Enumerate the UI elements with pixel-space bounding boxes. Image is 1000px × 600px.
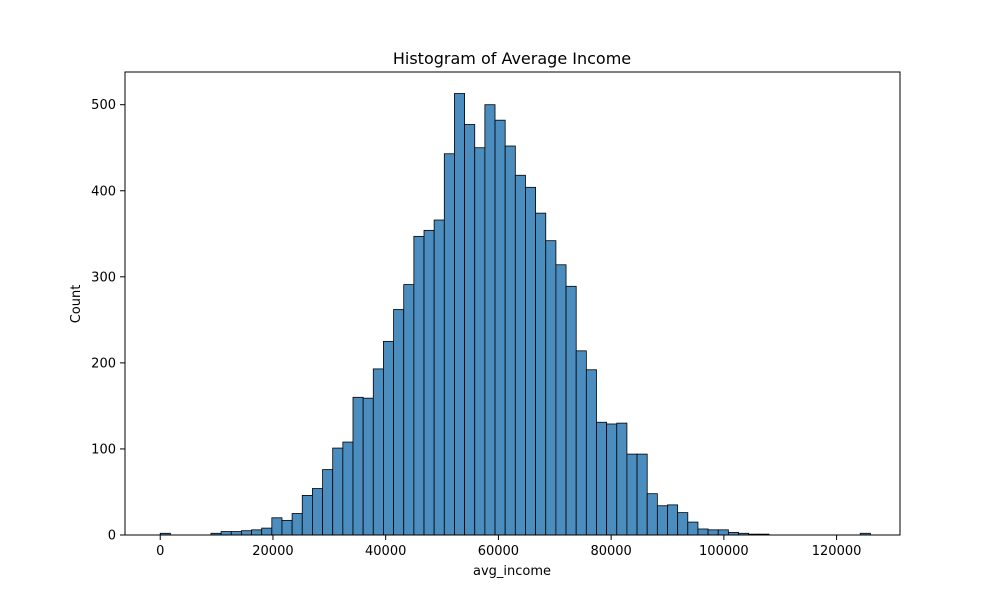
x-tick-label: 40000: [365, 544, 406, 559]
histogram-bar: [626, 453, 638, 536]
histogram-bar: [464, 124, 476, 536]
histogram-bar: [433, 219, 445, 536]
histogram-bar: [301, 495, 313, 536]
histogram-bar: [220, 531, 232, 536]
histogram-bar: [484, 104, 496, 536]
histogram-bar: [646, 493, 658, 536]
histogram-bar: [677, 512, 689, 536]
y-axis: 0 100 200 300 400 500: [91, 98, 125, 544]
histogram-bar: [545, 240, 557, 536]
x-tick-label: 0: [156, 544, 164, 559]
histogram-bar: [717, 529, 729, 536]
histogram-bar: [372, 368, 384, 536]
y-tick-label: 300: [91, 270, 116, 285]
histogram-bar: [251, 529, 263, 536]
y-tick-label: 200: [91, 356, 116, 371]
histogram-bar: [585, 369, 597, 536]
histogram-bar: [261, 527, 273, 536]
y-axis-title: Count: [69, 285, 84, 324]
x-axis-title: avg_income: [473, 564, 551, 579]
histogram-bar: [636, 453, 648, 536]
histogram-bar: [494, 119, 506, 536]
histogram-bar: [362, 397, 374, 536]
histogram-bar: [322, 469, 334, 536]
histogram-bar: [342, 441, 354, 536]
histogram-bar: [697, 528, 709, 536]
x-tick-label: 20000: [252, 544, 293, 559]
histogram-bar: [667, 504, 679, 536]
y-tick-label: 100: [91, 442, 116, 457]
x-axis: 0 20000 40000 60000 80000 100000 120000: [156, 535, 861, 559]
histogram-bar: [514, 174, 526, 536]
histogram-bar: [454, 93, 466, 536]
x-tick-label: 100000: [699, 544, 749, 559]
histogram-bar: [352, 396, 364, 536]
histogram-bar: [535, 212, 547, 536]
histogram-bar: [230, 531, 242, 536]
x-tick-label: 120000: [812, 544, 862, 559]
histogram-bar: [504, 145, 516, 536]
histogram-bar: [555, 264, 567, 536]
x-tick-label: 60000: [478, 544, 519, 559]
histogram-bar: [687, 521, 699, 536]
chart-title: Histogram of Average Income: [393, 49, 631, 68]
histogram-bar: [413, 235, 425, 536]
histogram-bar: [656, 505, 668, 536]
y-tick-label: 500: [91, 98, 116, 113]
histogram-bar: [596, 421, 608, 536]
x-tick-label: 80000: [590, 544, 631, 559]
plot-frame: [124, 71, 901, 536]
histogram-bar: [281, 519, 293, 536]
histogram-bar: [443, 153, 455, 536]
histogram-bar: [565, 285, 577, 536]
histogram-bar: [707, 529, 719, 536]
histogram-bar: [474, 147, 486, 536]
histogram-bar: [291, 513, 303, 536]
histogram-bar: [575, 350, 587, 536]
histogram-bar: [240, 530, 252, 536]
histogram-bar: [312, 488, 323, 536]
histogram-bar: [525, 186, 537, 536]
histogram-bar: [606, 423, 618, 536]
histogram-bar: [616, 422, 628, 536]
y-tick-label: 400: [91, 184, 116, 199]
histogram-bar: [393, 309, 405, 536]
histogram-bar: [403, 284, 415, 536]
histogram-bar: [271, 517, 283, 536]
y-tick-label: 0: [108, 529, 116, 544]
histogram-bar: [332, 447, 344, 536]
histogram-bar: [383, 340, 394, 536]
bars-group: [159, 93, 871, 536]
histogram-bar: [423, 229, 435, 536]
